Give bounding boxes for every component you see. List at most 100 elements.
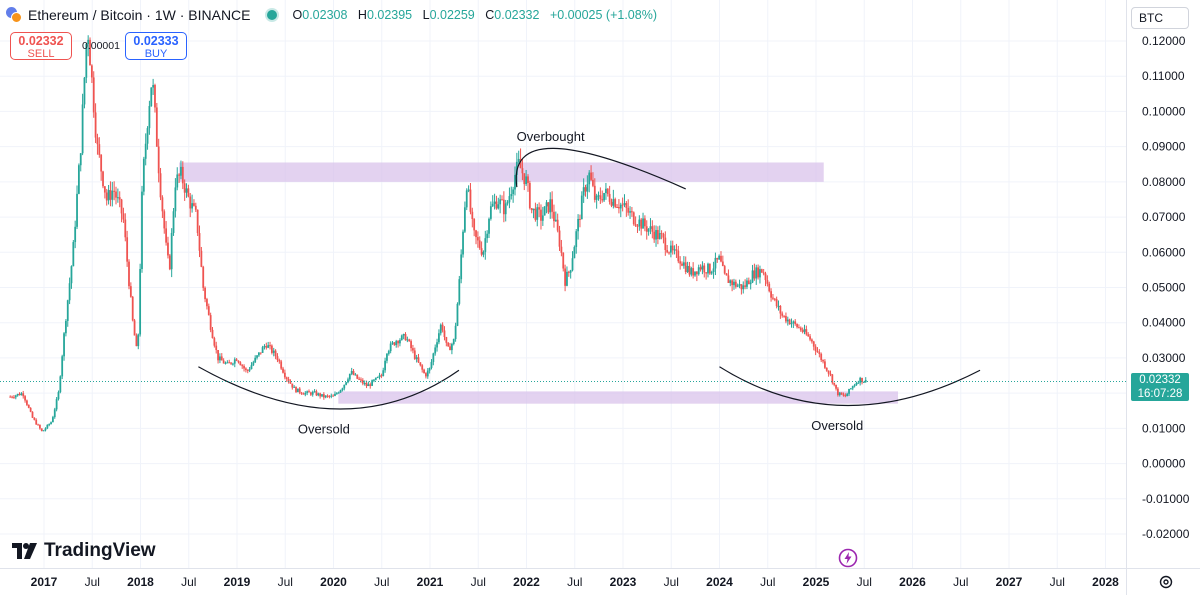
- buy-price: 0.02333: [133, 34, 179, 48]
- candle-body: [77, 165, 80, 194]
- candle-body: [608, 193, 611, 202]
- candle-body: [679, 261, 682, 264]
- candle-body: [564, 268, 566, 286]
- candle-body: [363, 383, 366, 385]
- candle-body: [651, 226, 654, 232]
- candle-body: [31, 411, 34, 418]
- x-tick-label: Jul: [471, 575, 486, 589]
- candle-body: [682, 262, 685, 266]
- candle-body: [148, 106, 151, 129]
- candle-body: [161, 197, 164, 212]
- candle-body: [684, 262, 687, 273]
- candle-body: [528, 182, 531, 209]
- candle-body: [319, 393, 322, 397]
- candle-body: [304, 392, 307, 395]
- buy-button[interactable]: 0.02333 BUY: [125, 32, 187, 60]
- candle-body: [723, 266, 726, 274]
- y-tick-label: 0.10000: [1142, 104, 1186, 118]
- candle-body: [658, 233, 661, 239]
- flash-icon[interactable]: [838, 548, 858, 568]
- candle-body: [692, 268, 695, 276]
- candle-body: [386, 353, 388, 361]
- candle-body: [664, 237, 667, 250]
- candle-body: [731, 280, 734, 286]
- candle-body: [857, 382, 860, 384]
- candle-body: [486, 233, 489, 239]
- candle-body: [786, 319, 789, 322]
- candle-body: [425, 373, 427, 377]
- settings-icon[interactable]: [1158, 574, 1174, 590]
- candle-body: [588, 172, 591, 185]
- candle-body: [593, 185, 596, 200]
- candle-body: [276, 356, 279, 360]
- candle-body: [809, 336, 811, 340]
- annotation-arcs: Oversold Overbought Oversold: [198, 129, 981, 436]
- candle-body: [571, 258, 574, 271]
- currency-button[interactable]: BTC: [1131, 7, 1189, 29]
- tradingview-logo[interactable]: TradingView: [12, 540, 156, 562]
- candle-body: [575, 231, 578, 248]
- candle-body: [785, 316, 787, 322]
- candle-body: [18, 393, 21, 396]
- candle-body: [640, 219, 643, 229]
- candle-body: [102, 171, 104, 187]
- candle-body: [50, 422, 52, 425]
- y-tick-label: 0.08000: [1142, 175, 1186, 189]
- candle-body: [488, 218, 490, 234]
- candle-body: [16, 393, 19, 396]
- candle-body: [846, 393, 849, 397]
- candle-body: [647, 228, 650, 232]
- candle-body: [347, 379, 349, 383]
- candle-body: [840, 392, 843, 395]
- candle-body: [853, 385, 856, 387]
- candle-body: [324, 395, 327, 398]
- candle-body: [848, 388, 850, 394]
- candle-body: [766, 280, 769, 284]
- annotation-label: Overbought: [517, 129, 585, 144]
- candle-body: [579, 218, 581, 220]
- candle-body: [53, 409, 56, 418]
- candle-body: [842, 394, 845, 396]
- brand-name: TradingView: [44, 540, 156, 561]
- candle-body: [83, 77, 86, 105]
- candle-body: [272, 350, 275, 353]
- candle-body: [33, 417, 36, 420]
- annotation-arc: [719, 366, 981, 407]
- candle-body: [328, 395, 331, 397]
- candle-body: [185, 188, 188, 193]
- candle-body: [196, 209, 199, 234]
- candle-body: [146, 128, 149, 144]
- candle-body: [577, 218, 579, 232]
- candle-body: [220, 356, 223, 361]
- candle-body: [859, 377, 862, 383]
- candle-body: [330, 395, 333, 397]
- candle-body: [183, 183, 186, 193]
- candle-body: [350, 371, 353, 374]
- candle-body: [105, 192, 108, 201]
- candle-body: [590, 172, 592, 180]
- x-tick-label: Jul: [760, 575, 775, 589]
- sell-button[interactable]: 0.02332 SELL: [10, 32, 72, 60]
- candle-body: [471, 211, 474, 220]
- candle-body: [508, 196, 511, 203]
- candle-body: [788, 319, 791, 325]
- candle-body: [334, 393, 336, 396]
- candle-body: [616, 207, 618, 209]
- x-tick-label: 2024: [706, 575, 733, 589]
- candle-body: [631, 211, 633, 213]
- candle-body: [144, 143, 147, 159]
- annotation-arc: [515, 147, 686, 190]
- candle-body: [653, 231, 656, 240]
- candle-body: [742, 285, 745, 290]
- symbol-title[interactable]: Ethereum / Bitcoin · 1W · BINANCE: [28, 7, 251, 23]
- candle-body: [862, 381, 865, 383]
- candle-body: [530, 208, 533, 211]
- candle-body: [655, 230, 657, 240]
- candle-body: [666, 249, 669, 253]
- last-price-tag: 0.02332 16:07:28: [1131, 373, 1189, 401]
- candle-body: [775, 299, 778, 307]
- candle-body: [40, 428, 43, 432]
- candle-body: [287, 379, 290, 382]
